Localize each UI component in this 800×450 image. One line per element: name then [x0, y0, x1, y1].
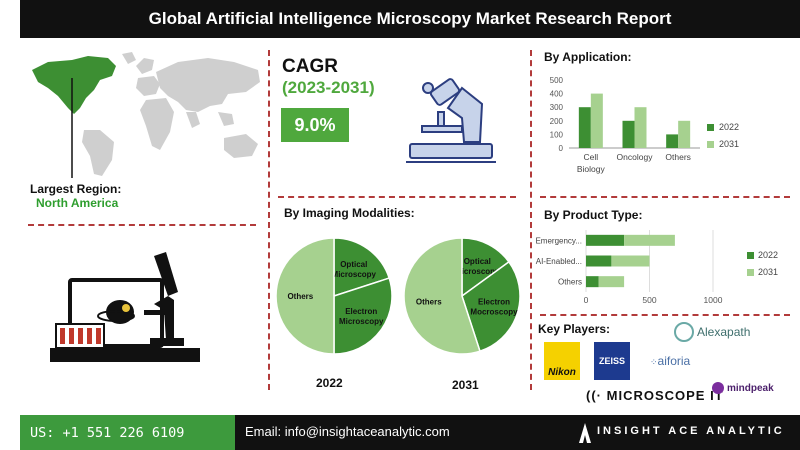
imaging-modalities-title: By Imaging Modalities: — [284, 206, 415, 220]
bar — [666, 134, 679, 148]
divider — [28, 224, 256, 226]
legend-swatch — [707, 141, 714, 148]
aiforia-logo: ⁘aiforia — [650, 354, 690, 368]
pie-slice — [461, 260, 521, 353]
footer-phone: US: +1 551 226 6109 — [20, 415, 235, 450]
legend-swatch — [707, 124, 714, 131]
application-title: By Application: — [544, 50, 632, 64]
x-tick-label: Cell — [584, 152, 599, 162]
microscopeit-wave-icon: ((· — [586, 388, 602, 403]
footer-brand: INSIGHT ACE ANALYTIC — [597, 425, 785, 437]
bar — [586, 234, 625, 246]
microscope-icon — [406, 78, 496, 163]
x-tick-label: 0 — [584, 295, 589, 305]
pie-slice — [403, 237, 481, 355]
pie-slice-label: Electron — [345, 307, 377, 316]
world-map-land — [82, 52, 260, 176]
pie-slice-label: Mocroscopy — [470, 307, 518, 316]
legend-label: 2031 — [719, 139, 739, 149]
x-tick-label: Biology — [577, 164, 606, 174]
bar — [578, 107, 591, 148]
y-tick-label: 100 — [550, 130, 564, 139]
alexapath-logo-text: Alexapath — [697, 325, 751, 339]
pie-slice-label: Electron — [478, 297, 510, 306]
bar — [678, 120, 691, 148]
largest-region-label: Largest Region: — [30, 182, 122, 196]
microscopeit-logo: ((· MICROSCOPE IT — [586, 388, 724, 403]
y-tick-label: AI-Enabled... — [536, 257, 582, 266]
y-tick-label: 500 — [550, 76, 564, 85]
report-title: Global Artificial Intelligence Microscop… — [20, 0, 800, 38]
largest-region-value: North America — [36, 196, 119, 210]
x-tick-label: Oncology — [617, 152, 654, 162]
bar — [624, 234, 675, 246]
footer-bar: Email: info@insightaceanalytic.com INSIG… — [235, 415, 800, 450]
lab-microscope-illustration — [50, 252, 200, 362]
cagr-value: 9.0% — [281, 108, 349, 142]
pie-year-label-2022: 2022 — [316, 376, 343, 390]
x-tick-label: Others — [665, 152, 691, 162]
imaging-modalities-pies: OpticalMicroscopyElectronMicroscopyOther… — [275, 237, 521, 355]
pie-slice-label: Others — [287, 292, 313, 301]
world-map — [32, 52, 260, 178]
mindpeak-logo: mindpeak — [712, 382, 774, 394]
y-tick-label: 200 — [550, 117, 564, 126]
divider — [268, 50, 270, 390]
cagr-title: CAGR — [282, 56, 338, 77]
pie-slice-label: Microscopy — [332, 270, 377, 279]
x-tick-label: 500 — [642, 295, 656, 305]
bar — [598, 276, 625, 288]
pie-slice — [275, 237, 335, 355]
bar — [590, 93, 603, 148]
pie-slice — [333, 277, 393, 355]
y-tick-label: 0 — [559, 144, 564, 153]
bar — [622, 120, 635, 148]
y-tick-label: 400 — [550, 90, 564, 99]
product-type-title: By Product Type: — [544, 208, 643, 222]
alexapath-symbol-icon — [674, 322, 694, 342]
divider — [530, 50, 532, 390]
footer-email: Email: info@insightaceanalytic.com — [245, 424, 450, 439]
alexapath-logo: Alexapath — [674, 322, 750, 342]
divider — [278, 196, 516, 198]
microscopeit-logo-text: MICROSCOPE IT — [606, 388, 724, 403]
product-type-bar-chart: 0 500 1000 Emergency... AI-Enabled... Others 2… — [535, 230, 778, 305]
cagr-period: (2023-2031) — [282, 78, 375, 97]
bar — [586, 276, 599, 288]
north-america-highlight — [32, 56, 116, 114]
bar — [586, 255, 612, 267]
x-tick-label: 1000 — [704, 295, 723, 305]
legend-label: 2022 — [758, 250, 778, 260]
divider — [540, 314, 790, 316]
aiforia-logo-text: aiforia — [657, 354, 691, 368]
aiforia-dots-icon: ⁘ — [650, 357, 658, 367]
pie-year-label-2031: 2031 — [452, 378, 479, 392]
bar — [634, 107, 647, 148]
pie-slice-label: Others — [416, 297, 442, 306]
zeiss-logo-text: ZEISS — [598, 356, 625, 366]
brand-logo-icon — [579, 423, 591, 443]
legend-swatch — [747, 269, 754, 276]
key-players-title: Key Players: — [538, 322, 611, 336]
y-tick-label: Others — [558, 278, 582, 287]
bar — [611, 255, 650, 267]
legend-label: 2022 — [719, 122, 739, 132]
pie-slice — [461, 237, 510, 298]
pie-slice-label: Microscopy — [339, 317, 384, 326]
nikon-logo-text: Nikon — [548, 367, 576, 378]
application-bar-chart: 0 100 200 300 400 500 Cell Biology Oncology Other… — [550, 76, 739, 174]
nikon-logo: Nikon — [544, 342, 580, 380]
mindpeak-logo-text: mindpeak — [727, 382, 774, 394]
pie-slice-label: Microscopy — [455, 267, 500, 276]
pie-slice-label: Optical — [464, 257, 491, 266]
divider — [540, 196, 790, 198]
y-tick-label: Emergency... — [535, 236, 582, 245]
pie-slice-label: Optical — [340, 260, 367, 269]
legend-swatch — [747, 252, 754, 259]
mindpeak-symbol-icon — [712, 382, 724, 394]
legend-label: 2031 — [758, 267, 778, 277]
y-tick-label: 300 — [550, 103, 564, 112]
pie-slice — [333, 237, 391, 298]
zeiss-logo: ZEISS — [594, 342, 630, 380]
